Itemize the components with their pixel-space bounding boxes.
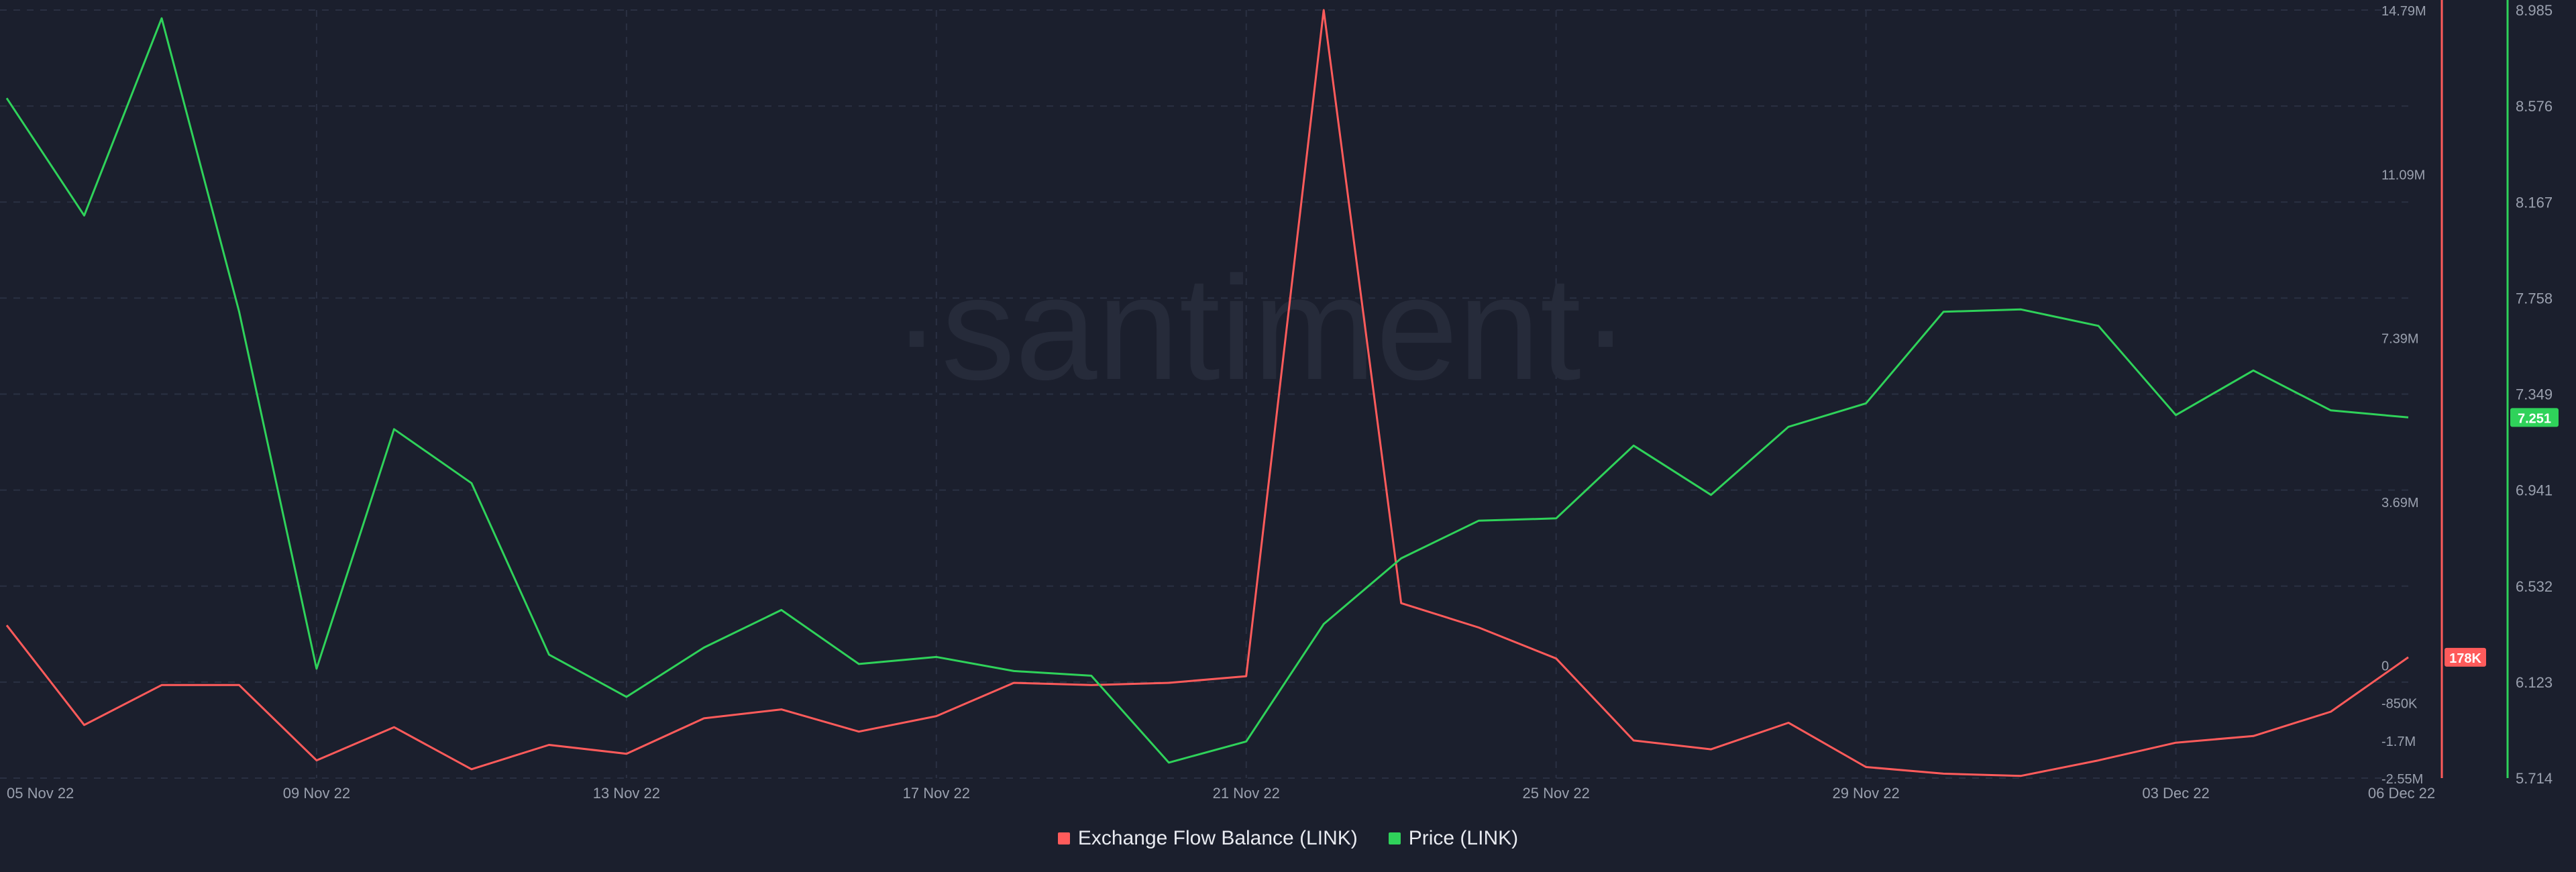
last-value-label-flow: 178K — [2449, 651, 2481, 666]
left-axis-tick-label: -850K — [2381, 697, 2418, 712]
last-value-badge-flow — [2445, 647, 2486, 667]
right-axis-tick-label: 8.167 — [2516, 194, 2553, 211]
x-tick-label: 25 Nov 22 — [1523, 785, 1590, 802]
series-line-price — [5, 17, 2409, 764]
legend-label: Exchange Flow Balance (LINK) — [1077, 827, 1358, 849]
x-tick-label: 13 Nov 22 — [593, 785, 660, 802]
x-tick-label: 29 Nov 22 — [1832, 785, 1899, 802]
left-axis-tick-label: -2.55M — [2381, 772, 2423, 787]
legend-label: Price (LINK) — [1408, 827, 1519, 849]
x-tick-label: 03 Dec 22 — [2142, 785, 2209, 802]
x-tick-label: 06 Dec 22 — [2368, 785, 2435, 802]
left-axis-tick-label: -1.7M — [2381, 734, 2416, 749]
series — [5, 9, 2409, 777]
grid — [0, 9, 2415, 779]
right-axis-tick-label: 5.714 — [2516, 770, 2553, 787]
legend: Exchange Flow Balance (LINK) Price (LINK… — [0, 824, 2576, 853]
right-axis-tick-label: 7.758 — [2516, 290, 2553, 307]
series-line-exchange-flow — [5, 9, 2409, 777]
legend-item-price[interactable]: Price (LINK) — [1388, 827, 1519, 850]
right-axis-tick-label: 6.941 — [2516, 482, 2553, 499]
value-labels: 178K 7.251 — [2445, 408, 2559, 667]
watermark: ·santiment· — [892, 246, 1630, 411]
legend-item-exchange-flow[interactable]: Exchange Flow Balance (LINK) — [1057, 827, 1358, 850]
left-axis-tick-label: 14.79M — [2381, 4, 2426, 19]
x-tick-label: 17 Nov 22 — [903, 785, 970, 802]
legend-swatch-icon — [1057, 832, 1070, 844]
right-axis-tick-label: 8.576 — [2516, 98, 2553, 115]
axes: 05 Nov 22 09 Nov 22 13 Nov 22 17 Nov 22 21 N… — [7, 0, 2553, 802]
right-axis-tick-label: 7.349 — [2516, 386, 2553, 403]
left-axis-tick-label: 11.09M — [2381, 168, 2425, 182]
x-tick-label: 21 Nov 22 — [1213, 785, 1280, 802]
left-axis-tick-label: 7.39M — [2381, 332, 2419, 347]
left-axis-tick-label: 0 — [2381, 659, 2389, 674]
right-axis-tick-label: 6.532 — [2516, 578, 2553, 595]
x-tick-label: 05 Nov 22 — [7, 785, 74, 802]
legend-swatch-icon — [1388, 832, 1401, 844]
last-value-label-price: 7.251 — [2518, 411, 2551, 426]
right-axis-tick-label: 6.123 — [2516, 674, 2553, 691]
x-tick-label: 09 Nov 22 — [283, 785, 350, 802]
right-axis-tick-label: 8.985 — [2516, 2, 2553, 19]
last-value-badge-price — [2510, 408, 2559, 427]
left-axis-tick-label: 3.69M — [2381, 496, 2419, 510]
